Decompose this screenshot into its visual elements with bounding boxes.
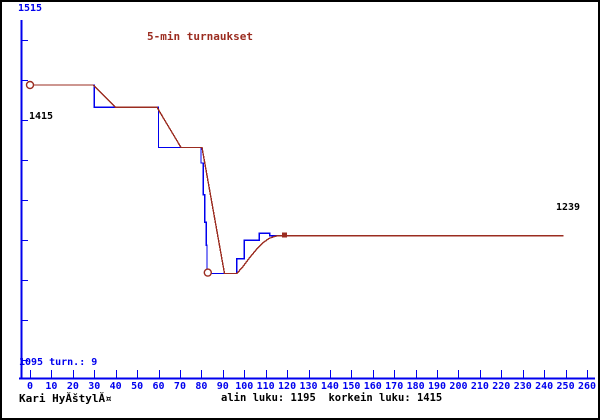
x-tick-label: 40 [109, 381, 122, 392]
y-axis-top-label: 1515 [18, 3, 43, 14]
x-tick-label: 80 [195, 381, 208, 392]
min-max-summary-label: alin luku: 1195 korkein luku: 1415 [221, 392, 443, 404]
chart-title: 5-min turnaukset [147, 30, 253, 43]
x-tick-label: 120 [278, 381, 297, 392]
x-tick-label: 100 [235, 381, 254, 392]
x-tick-label: 0 [26, 381, 34, 392]
x-tick-label: 150 [342, 381, 361, 392]
final-rating-label: 1239 [556, 202, 581, 213]
x-tick-label: 50 [131, 381, 144, 392]
series-rating-trend [30, 84, 564, 275]
series-rating-steps [30, 84, 279, 275]
minimum-point-marker [203, 268, 213, 277]
x-tick-label: 170 [385, 381, 404, 392]
x-tick-label: 20 [66, 381, 79, 392]
x-tick-label: 110 [256, 381, 275, 392]
x-tick-label: 180 [406, 381, 425, 392]
y-axis-bottom-label-and-count: 1095 turn.: 9 [19, 357, 98, 368]
y-axis-mid-label: 1415 [29, 111, 54, 122]
player-name-label: Kari HyĂštylĂ¤ [19, 392, 112, 405]
x-tick-label: 200 [449, 381, 468, 392]
x-tick-label: 160 [363, 381, 382, 392]
x-tick-label: 250 [556, 381, 575, 392]
x-tick-label: 30 [88, 381, 101, 392]
start-point-marker [25, 80, 35, 90]
x-tick-label: 260 [577, 381, 597, 392]
x-tick-label: 210 [470, 381, 489, 392]
current-point-marker [282, 232, 287, 238]
x-tick-label: 220 [492, 381, 511, 392]
x-tick-label: 60 [152, 381, 165, 392]
x-tick-label: 230 [513, 381, 532, 392]
x-tick-label: 10 [45, 381, 58, 392]
x-tick-label: 240 [535, 381, 554, 392]
x-tick-label: 70 [173, 381, 186, 392]
x-tick-label: 190 [428, 381, 447, 392]
x-tick-label: 90 [216, 381, 229, 392]
x-tick-label: 130 [299, 381, 318, 392]
x-tick-label: 140 [320, 381, 339, 392]
